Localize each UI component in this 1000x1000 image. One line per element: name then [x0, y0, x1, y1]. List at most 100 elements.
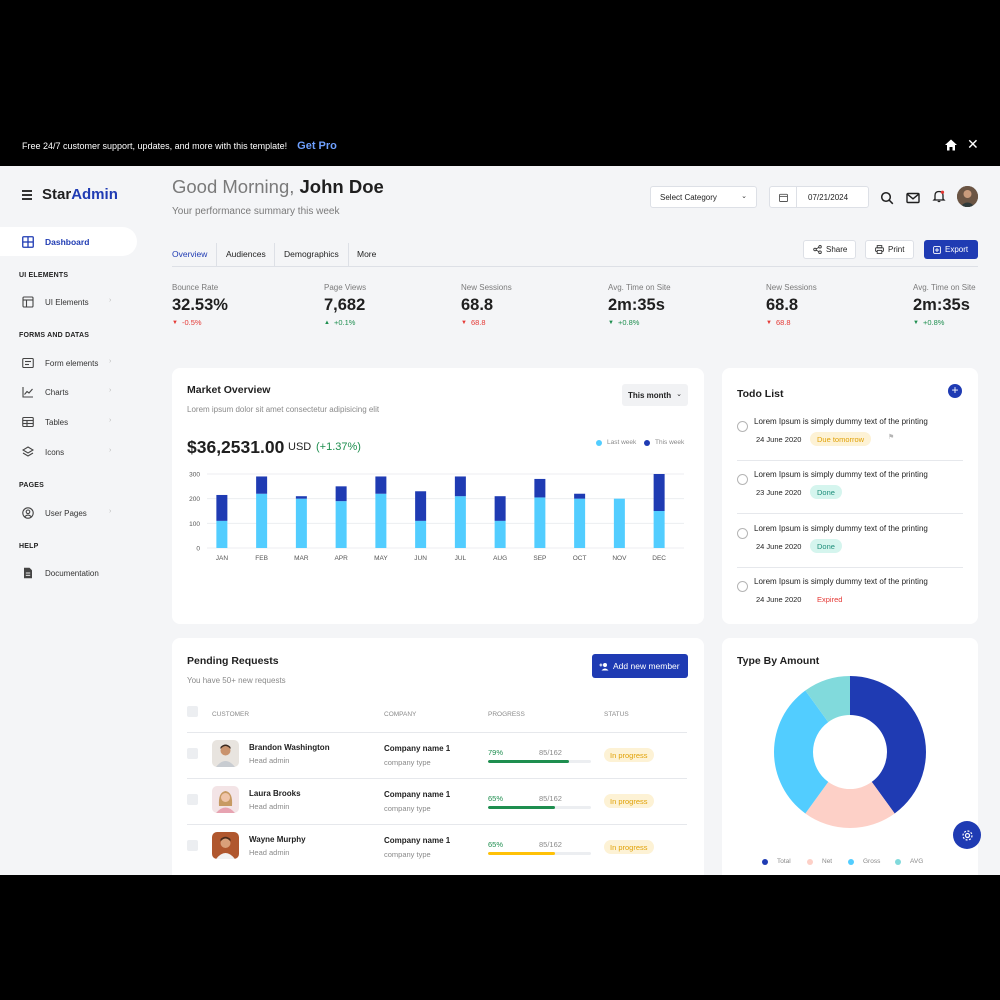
pending-requests-card: Pending Requests You have 50+ new reques… [172, 638, 704, 875]
todo-checkbox[interactable] [737, 474, 748, 485]
legend-dot [762, 858, 768, 865]
kpi-change: ▼ 68.8 [461, 318, 512, 327]
home-icon[interactable] [944, 138, 958, 152]
tab-audiences[interactable]: Audiences [226, 249, 266, 259]
add-member-button[interactable]: Add new member [592, 654, 688, 678]
legend-label: Gross [863, 858, 881, 865]
legend-item-total: Total [762, 858, 791, 865]
chevron-right-icon: › [109, 508, 112, 515]
sidebar-item-charts[interactable]: Charts › [22, 384, 122, 400]
export-button[interactable]: Export [924, 240, 978, 259]
legend-label: Net [822, 858, 833, 865]
hamburger-menu-icon[interactable] [22, 190, 32, 200]
row-checkbox[interactable] [187, 794, 198, 805]
row-checkbox[interactable] [187, 840, 198, 851]
bar-last-week [613, 498, 625, 548]
sidebar-item-user-pages[interactable]: User Pages › [22, 505, 122, 521]
category-select[interactable]: Select Category ⌄ [650, 186, 757, 208]
row-checkbox[interactable] [187, 748, 198, 759]
tab-separator [216, 243, 217, 267]
donut-slice-gross [774, 690, 829, 814]
company-name: Company name 1 [384, 836, 451, 845]
close-icon[interactable]: ✕ [967, 136, 979, 152]
settings-fab-button[interactable] [953, 821, 981, 849]
flag-icon[interactable]: ⚑ [888, 434, 895, 441]
bar-last-week [295, 498, 307, 548]
avatar[interactable] [957, 186, 978, 207]
kpi-change: ▼ 68.8 [766, 318, 817, 327]
progress-bar [488, 806, 591, 809]
select-all-checkbox[interactable] [187, 706, 198, 717]
todo-checkbox[interactable] [737, 581, 748, 592]
status-badge: Expired [817, 595, 843, 604]
status-badge: Due tomorrow [810, 432, 872, 446]
bar-this-week [494, 496, 506, 521]
print-button[interactable]: Print [865, 240, 914, 259]
company-type: company type [384, 804, 431, 813]
bell-icon[interactable] [932, 189, 946, 203]
todo-checkbox[interactable] [737, 421, 748, 432]
card-title: Type By Amount [737, 655, 820, 667]
brand-logo[interactable]: StarAdmin [42, 186, 118, 203]
export-label: Export [945, 245, 969, 254]
bar-this-week [454, 476, 466, 497]
search-icon[interactable] [880, 191, 894, 205]
page-subtitle: Your performance summary this week [172, 206, 340, 217]
kpi-change-value: +0.1% [333, 318, 356, 327]
bar-last-week [415, 520, 427, 548]
todo-date: 23 June 2020 [756, 488, 802, 497]
status-badge: In progress [604, 840, 654, 854]
sidebar-item-dashboard[interactable]: Dashboard [0, 227, 137, 256]
legend-dot [807, 858, 813, 865]
bar-this-week [574, 493, 586, 499]
todo-item: Lorem Ipsum is simply dummy text of the … [737, 461, 963, 514]
legend-dot [848, 858, 854, 865]
type-donut-chart [774, 676, 926, 828]
chevron-right-icon: › [109, 417, 112, 424]
sidebar-item-documentation[interactable]: Documentation [22, 565, 122, 581]
legend-dot [895, 858, 901, 865]
bar-last-week [454, 496, 466, 548]
table-icon [22, 416, 34, 428]
column-header-status: STATUS [604, 711, 629, 718]
kpi-new-sessions: New Sessions 68.8 ▼ 68.8 [461, 283, 512, 327]
kpi-new-sessions-2: New Sessions 68.8 ▼ 68.8 [766, 283, 817, 327]
x-tick-label: DEC [652, 555, 666, 562]
todo-date: 24 June 2020 [756, 595, 802, 604]
tab-demographics[interactable]: Demographics [284, 249, 339, 259]
tab-more[interactable]: More [357, 249, 377, 259]
divider [737, 513, 963, 514]
todo-checkbox[interactable] [737, 528, 748, 539]
type-by-amount-card: Type By Amount Total Net Gross AVG [722, 638, 978, 875]
bar-this-week [375, 476, 387, 494]
todo-item: Lorem Ipsum is simply dummy text of the … [737, 568, 963, 621]
sidebar: StarAdmin Dashboard UI ELEMENTS UI Eleme… [0, 166, 155, 875]
todo-text: Lorem Ipsum is simply dummy text of the … [754, 577, 928, 586]
tab-overview[interactable]: Overview [172, 249, 208, 259]
date-picker[interactable]: 07/21/2024 [769, 186, 869, 208]
get-pro-link[interactable]: Get Pro [297, 139, 337, 152]
add-todo-button[interactable]: + [948, 384, 962, 398]
date-divider [796, 187, 797, 207]
sidebar-item-ui-elements[interactable]: UI Elements › [22, 294, 122, 310]
kpi-change: ▼ +0.8% [913, 318, 976, 327]
donut-slice-net [805, 781, 895, 828]
bar-last-week [574, 498, 586, 548]
chevron-right-icon: › [109, 358, 112, 365]
mail-icon[interactable] [906, 191, 920, 205]
document-icon [24, 567, 32, 579]
arrow-down-icon: ▼ [461, 319, 467, 326]
chevron-right-icon: › [109, 447, 112, 454]
share-button[interactable]: Share [803, 240, 856, 259]
tab-separator [348, 243, 349, 267]
period-dropdown[interactable]: This month ⌄ [622, 384, 688, 406]
sidebar-item-tables[interactable]: Tables › [22, 414, 122, 430]
progress-bar [488, 760, 591, 763]
x-tick-label: MAY [374, 555, 388, 562]
print-icon [875, 245, 884, 254]
kpi-title: Avg. Time on Site [608, 283, 671, 292]
sidebar-item-icons[interactable]: Icons › [22, 444, 122, 460]
sidebar-item-label: UI Elements [45, 297, 89, 307]
customer-name: Wayne Murphy [249, 835, 306, 844]
sidebar-item-form-elements[interactable]: Form elements › [22, 355, 122, 371]
